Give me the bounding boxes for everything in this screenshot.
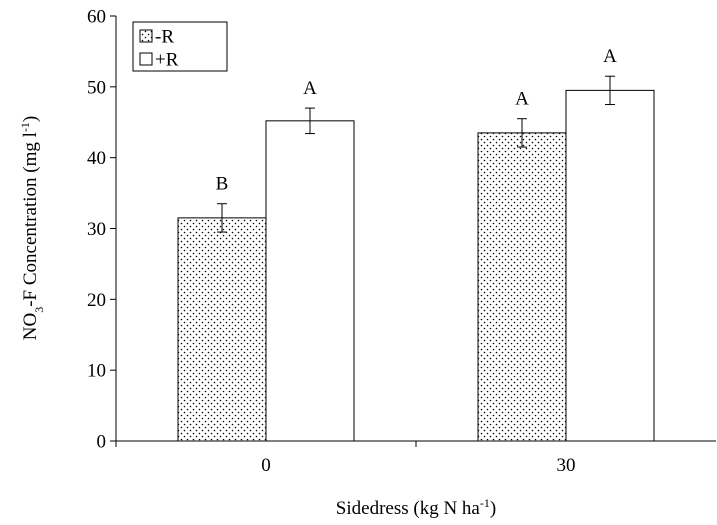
bar-plus-r-0 xyxy=(265,120,355,442)
x-tick-label: 0 xyxy=(261,455,271,476)
significance-letter: A xyxy=(603,46,617,67)
y-axis: 0 10 20 30 40 50 60 xyxy=(87,7,117,453)
y-tick-label: 20 xyxy=(87,290,106,311)
legend-label: -R xyxy=(155,27,174,48)
x-axis: 0 30 xyxy=(115,440,716,476)
legend-label: +R xyxy=(155,50,179,71)
bar-plus-r-30 xyxy=(565,89,655,442)
y-tick-label: 0 xyxy=(97,432,107,453)
legend-swatch xyxy=(139,52,153,66)
x-axis-title: Sidedress (kg N ha-1) xyxy=(336,496,496,519)
bars: B A A A xyxy=(177,46,655,442)
significance-letter: A xyxy=(303,78,317,99)
y-tick-label: 50 xyxy=(87,77,106,98)
significance-letter: A xyxy=(515,89,529,110)
y-axis-title: NO3-F Concentration (mg l-1) xyxy=(18,116,46,340)
legend-swatch xyxy=(139,29,153,43)
y-tick-label: 40 xyxy=(87,148,106,169)
y-tick-label: 60 xyxy=(87,7,106,28)
x-tick-label: 30 xyxy=(557,455,576,476)
significance-letter: B xyxy=(216,174,229,195)
bar-minus-r-30 xyxy=(477,132,567,442)
y-tick-label: 30 xyxy=(87,219,106,240)
bar-minus-r-0 xyxy=(177,217,267,442)
y-tick-label: 10 xyxy=(87,361,106,382)
legend: -R+R xyxy=(132,21,228,72)
